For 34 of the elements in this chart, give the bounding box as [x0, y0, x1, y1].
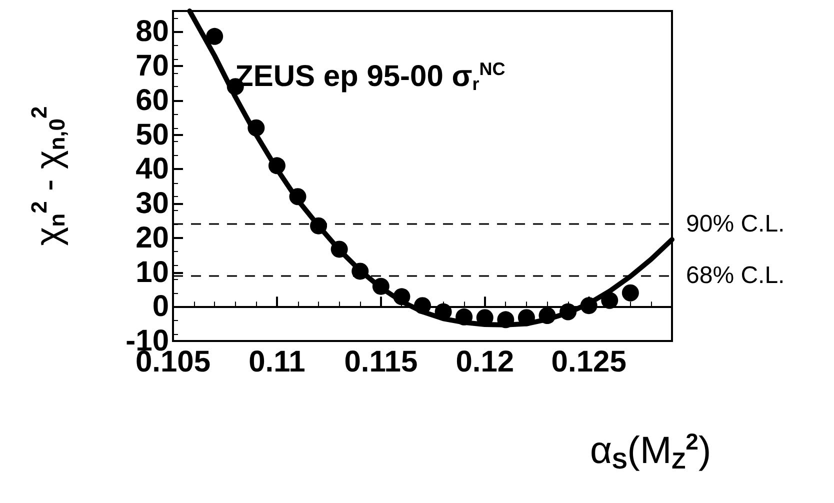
- point: [248, 119, 265, 136]
- y-axis-title: χn2 - χn,02: [26, 106, 70, 246]
- x-tick-label: 0.115: [344, 346, 418, 378]
- ref-line-label: 68% C.L.: [686, 262, 785, 290]
- y-tick-label: 40: [136, 152, 169, 186]
- point: [268, 157, 286, 174]
- point: [518, 309, 535, 326]
- point: [580, 297, 598, 314]
- point: [330, 240, 348, 258]
- y-tick-label: 80: [136, 15, 169, 48]
- point: [601, 292, 618, 309]
- point: [622, 284, 639, 302]
- point: [456, 308, 473, 326]
- ref-line-label: 90% C.L.: [686, 210, 785, 238]
- y-tick-label: 0: [152, 290, 169, 324]
- y-tick-label: 60: [136, 84, 169, 117]
- x-tick-label: 0.12: [456, 346, 514, 378]
- y-tick-label: 50: [136, 118, 169, 152]
- point: [310, 217, 328, 234]
- point: [372, 278, 390, 295]
- x-tick-label: 0.11: [248, 346, 306, 378]
- y-tick-label: 20: [136, 221, 169, 254]
- y-tick-label: 30: [136, 187, 169, 220]
- point: [414, 297, 431, 314]
- x-tick-label: 0.125: [551, 346, 626, 378]
- point: [393, 288, 410, 306]
- point: [289, 188, 306, 206]
- point: [497, 311, 514, 328]
- point: [206, 28, 224, 45]
- point: [538, 307, 556, 324]
- y-tick-label: 70: [136, 50, 169, 82]
- point: [352, 262, 369, 280]
- y-tick-label: 10: [136, 256, 169, 289]
- point: [560, 303, 577, 320]
